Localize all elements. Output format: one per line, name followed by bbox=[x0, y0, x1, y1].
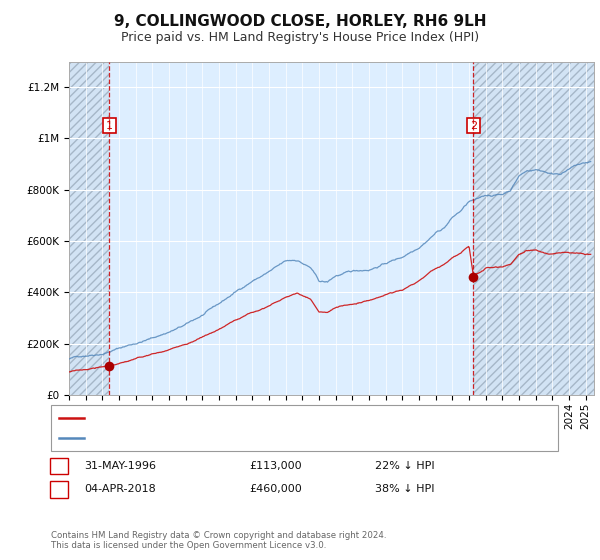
Text: 38% ↓ HPI: 38% ↓ HPI bbox=[375, 484, 434, 494]
Text: 9, COLLINGWOOD CLOSE, HORLEY, RH6 9LH (detached house): 9, COLLINGWOOD CLOSE, HORLEY, RH6 9LH (d… bbox=[89, 413, 415, 423]
Text: 1: 1 bbox=[106, 120, 113, 130]
Text: 9, COLLINGWOOD CLOSE, HORLEY, RH6 9LH: 9, COLLINGWOOD CLOSE, HORLEY, RH6 9LH bbox=[114, 14, 486, 29]
Text: Price paid vs. HM Land Registry's House Price Index (HPI): Price paid vs. HM Land Registry's House … bbox=[121, 31, 479, 44]
Text: 1: 1 bbox=[55, 461, 62, 471]
Text: 2: 2 bbox=[470, 120, 477, 130]
Text: Contains HM Land Registry data © Crown copyright and database right 2024.
This d: Contains HM Land Registry data © Crown c… bbox=[51, 530, 386, 550]
Text: £460,000: £460,000 bbox=[249, 484, 302, 494]
Text: 22% ↓ HPI: 22% ↓ HPI bbox=[375, 461, 434, 471]
Bar bbox=[473, 62, 594, 395]
Text: 31-MAY-1996: 31-MAY-1996 bbox=[84, 461, 156, 471]
Text: HPI: Average price, detached house, Reigate and Banstead: HPI: Average price, detached house, Reig… bbox=[89, 433, 397, 443]
Text: 04-APR-2018: 04-APR-2018 bbox=[84, 484, 156, 494]
Text: 2: 2 bbox=[55, 484, 62, 494]
Text: £113,000: £113,000 bbox=[249, 461, 302, 471]
Bar bbox=[69, 62, 109, 395]
